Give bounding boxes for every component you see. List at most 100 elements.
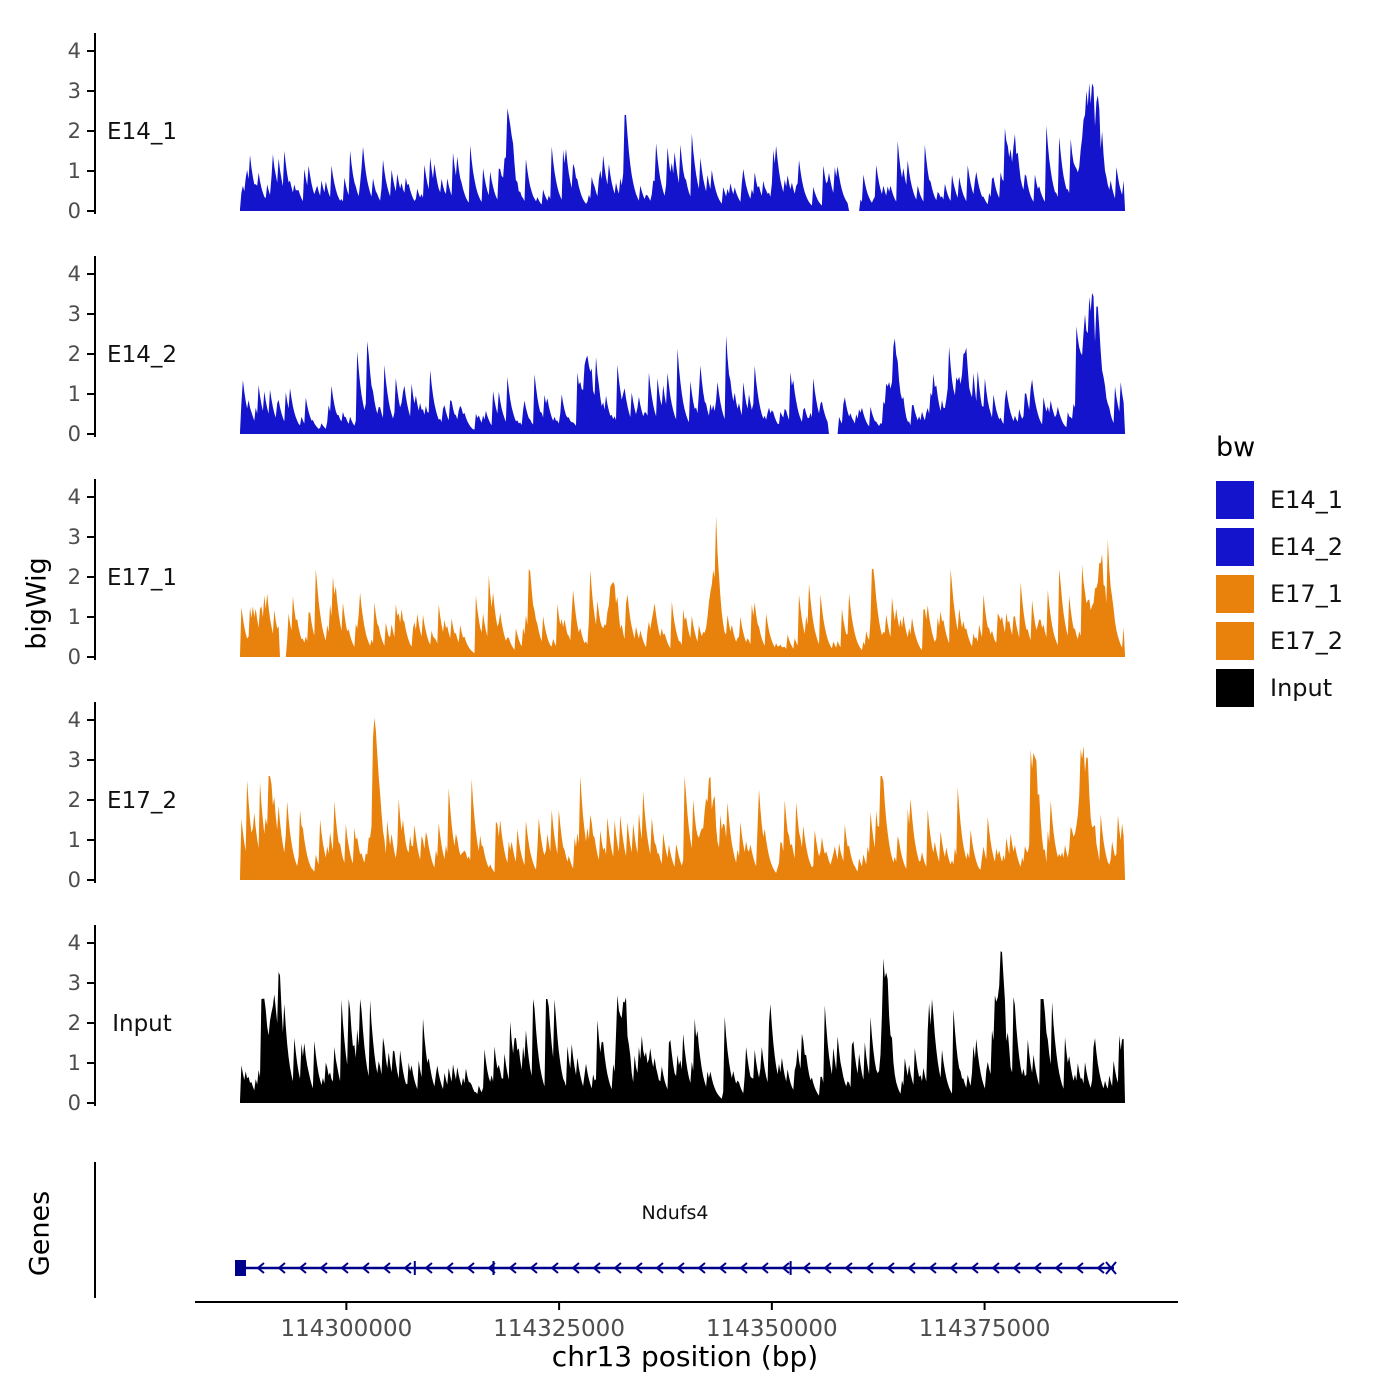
legend-label: Input [1270,674,1333,702]
y-tick-label: 2 [68,1011,81,1035]
gene-strand-arrow [382,1262,391,1274]
gene-strand-arrow [340,1262,349,1274]
y-tick-label: 4 [68,485,81,509]
legend-entry-Input: Input [1216,669,1343,707]
y-tick-label: 2 [68,119,81,143]
gene-strand-arrow [319,1262,328,1274]
gene-strand-arrow [445,1262,454,1274]
gene-strand-arrow [466,1262,475,1274]
y-tick-label: 3 [68,748,81,772]
gene-strand-arrow [739,1262,748,1274]
track-E14_2: 0 1 2 3 4 E14_2 [0,249,1400,449]
track-plot-E14_1: 0 1 2 3 4 E14_1 [68,33,1125,223]
gene-strand-arrow [907,1262,916,1274]
gene-strand-arrow [823,1262,832,1274]
gene-end-mark [1105,1261,1117,1275]
gene-strand-arrow [361,1262,370,1274]
y-tick-label: 1 [68,605,81,629]
gene-strand-arrow [844,1262,853,1274]
legend-swatch-E17_2 [1216,622,1254,660]
legend-entry-E17_1: E17_1 [1216,575,1343,613]
track-Input: 0 1 2 3 4 Input [0,918,1400,1118]
legend-entry-E14_1: E14_1 [1216,481,1343,519]
gene-track-plot [94,1162,1117,1298]
gene-strand-arrow [1096,1262,1105,1274]
gene-strand-arrow [508,1262,517,1274]
legend-entry-E17_2: E17_2 [1216,622,1343,660]
y-tick-label: 3 [68,971,81,995]
gene-strand-arrow [1075,1262,1084,1274]
y-tick-label: 0 [68,868,81,892]
track-E17_2: 0 1 2 3 4 E17_2 [0,695,1400,895]
track-label-E14_1: E14_1 [107,119,177,145]
gene-strand-arrow [592,1262,601,1274]
legend-label: E17_2 [1270,627,1343,655]
x-tick-label: 114375000 [919,1316,1051,1342]
gene-strand-arrow [970,1262,979,1274]
y-tick-label: 0 [68,422,81,446]
track-plot-E14_2: 0 1 2 3 4 E14_2 [68,256,1125,446]
gene-strand-arrow [571,1262,580,1274]
y-tick-label: 1 [68,382,81,406]
gene-strand-arrow [949,1262,958,1274]
gene-strand-arrow [802,1262,811,1274]
gene-strand-arrow [781,1262,790,1274]
gene-strand-arrow [529,1262,538,1274]
signal-area-E17_2 [240,717,1125,880]
gene-strand-arrow [928,1262,937,1274]
gene-strand-arrow [550,1262,559,1274]
y-tick-label: 4 [68,262,81,286]
y-tick-label: 0 [68,1091,81,1115]
track-label-E17_1: E17_1 [107,565,177,591]
x-tick-label: 114325000 [493,1316,625,1342]
x-axis-plot: 114300000 114325000 114350000 114375000 [195,1301,1178,1342]
signal-area-E14_2 [240,292,1125,434]
y-tick-label: 3 [68,302,81,326]
legend-swatch-E14_1 [1216,481,1254,519]
gene-strand-arrow [1054,1262,1063,1274]
gene-strand-arrow [256,1262,265,1274]
legend-label: E17_1 [1270,580,1343,608]
gene-strand-arrow [865,1262,874,1274]
legend-entries: E14_1 E14_2 E17_1 E17_2 Input [1216,481,1343,707]
gene-strand-arrow [1012,1262,1021,1274]
y-tick-label: 4 [68,708,81,732]
y-tick-label: 3 [68,525,81,549]
gene-strand-arrow [487,1262,496,1274]
gene-strand-arrow [655,1262,664,1274]
x-tick-label: 114300000 [281,1316,413,1342]
signal-area-Input [240,951,1125,1103]
gene-strand-arrow [298,1262,307,1274]
y-tick-label: 1 [68,828,81,852]
legend-entry-E14_2: E14_2 [1216,528,1343,566]
x-axis-title: chr13 position (bp) [551,1340,819,1373]
gene-strand-arrow [886,1262,895,1274]
y-tick-label: 2 [68,788,81,812]
legend-title: bw [1216,432,1256,463]
legend-label: E14_2 [1270,533,1343,561]
gene-strand-arrow [634,1262,643,1274]
y-tick-label: 4 [68,931,81,955]
y-tick-label: 0 [68,199,81,223]
gene-strand-arrow [1033,1262,1042,1274]
gene-strand-arrow [424,1262,433,1274]
y-tick-label: 2 [68,342,81,366]
signal-area-E17_1 [240,516,1125,657]
track-plot-Input: 0 1 2 3 4 Input [68,925,1125,1115]
y-tick-label: 3 [68,79,81,103]
gene-strand-arrow [277,1262,286,1274]
y-tick-label: 0 [68,645,81,669]
x-tick-label: 114350000 [706,1316,838,1342]
gene-name-label: Ndufs4 [641,1202,709,1224]
legend-swatch-E14_2 [1216,528,1254,566]
track-label-Input: Input [112,1011,172,1037]
track-E14_1: 0 1 2 3 4 E14_1 [0,26,1400,226]
legend-label: E14_1 [1270,486,1343,514]
gene-strand-arrow [676,1262,685,1274]
y-tick-label: 2 [68,565,81,589]
signal-area-E14_1 [240,83,1125,211]
gene-track [0,1150,1400,1310]
x-axis: 114300000 114325000 114350000 114375000 [0,1292,1400,1400]
track-plot-E17_2: 0 1 2 3 4 E17_2 [68,702,1125,892]
